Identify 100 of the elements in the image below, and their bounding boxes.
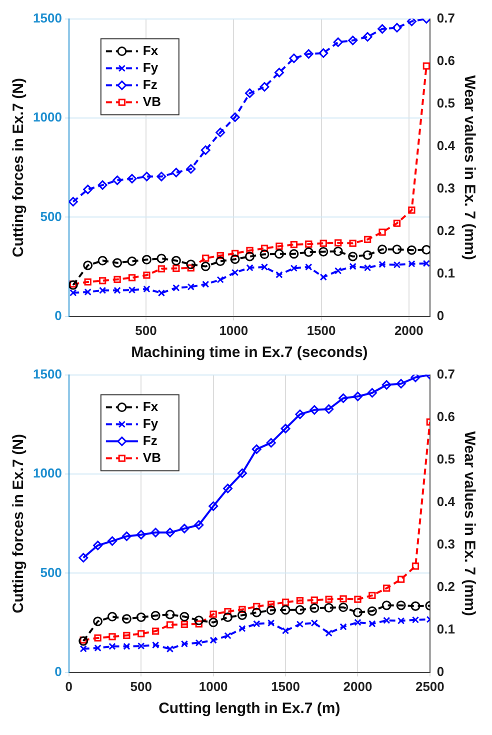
point xyxy=(333,246,343,256)
point xyxy=(274,68,284,78)
y-tick-label: 500 xyxy=(40,208,62,224)
point xyxy=(406,18,416,26)
y2-tick-label: 0.2 xyxy=(436,222,456,238)
point xyxy=(98,256,108,266)
point xyxy=(260,244,268,252)
point xyxy=(114,286,121,294)
point xyxy=(158,265,166,272)
point xyxy=(246,246,254,254)
point xyxy=(180,524,190,534)
point xyxy=(310,619,318,627)
point xyxy=(348,252,358,262)
point xyxy=(136,530,146,540)
y2-tick-label: 0.2 xyxy=(436,578,456,594)
point xyxy=(422,62,430,70)
point xyxy=(276,242,283,250)
point xyxy=(171,168,181,178)
point xyxy=(340,595,347,602)
point xyxy=(253,602,260,610)
point xyxy=(276,271,283,278)
point xyxy=(348,36,358,46)
point xyxy=(70,289,77,296)
point xyxy=(352,608,362,618)
point xyxy=(378,244,388,254)
point xyxy=(412,562,420,570)
point xyxy=(383,616,390,624)
x-axis-title: Cutting length in Ex.7 (m) xyxy=(158,700,340,718)
point xyxy=(367,388,377,398)
point xyxy=(392,22,402,32)
point xyxy=(186,164,196,174)
legend-label: Fx xyxy=(142,398,159,414)
point xyxy=(112,258,122,268)
point xyxy=(210,636,217,644)
point xyxy=(187,264,194,272)
x-tick-label: 0 xyxy=(65,678,73,694)
x-tick-label: 2000 xyxy=(343,678,372,694)
point xyxy=(93,616,103,626)
y-axis-title: Cutting forces in Ex.7 (N) xyxy=(10,78,28,258)
point xyxy=(224,632,232,640)
point xyxy=(158,289,166,297)
point xyxy=(422,260,430,268)
y-tick-label: 500 xyxy=(40,564,62,580)
point xyxy=(195,639,202,646)
legend-label: Fy xyxy=(142,416,159,431)
y2-tick-label: 0.6 xyxy=(436,52,456,68)
point xyxy=(68,196,78,206)
point xyxy=(93,540,103,550)
point xyxy=(180,640,188,648)
point xyxy=(408,260,416,268)
y-tick-label: 1500 xyxy=(33,366,62,382)
y2-tick-label: 0.4 xyxy=(436,138,456,153)
point xyxy=(156,172,166,182)
y2-tick-label: 0.3 xyxy=(436,180,456,196)
point xyxy=(296,620,304,628)
y2-tick-label: 0 xyxy=(436,308,444,323)
point xyxy=(187,283,194,290)
point xyxy=(166,645,174,653)
y2-tick-label: 0.5 xyxy=(436,451,456,466)
point xyxy=(171,256,181,266)
point xyxy=(107,536,117,546)
point xyxy=(325,630,332,637)
point xyxy=(364,264,372,272)
point xyxy=(94,634,102,642)
point xyxy=(84,278,92,286)
point xyxy=(194,616,204,626)
point xyxy=(266,606,276,616)
point xyxy=(180,620,188,628)
legend-label: Fz xyxy=(142,76,158,92)
legend-label: VB xyxy=(142,450,161,465)
point xyxy=(260,250,270,260)
point xyxy=(143,285,150,293)
point xyxy=(383,584,390,592)
y-axis-title: Cutting forces in Ex.7 (N) xyxy=(10,434,28,614)
point xyxy=(334,267,342,274)
point xyxy=(412,616,420,624)
point xyxy=(98,277,106,284)
y2-tick-label: 0 xyxy=(436,664,444,679)
point xyxy=(333,37,343,47)
point xyxy=(320,240,327,247)
point xyxy=(392,244,402,254)
y2-tick-label: 0.1 xyxy=(436,265,456,280)
legend-label: VB xyxy=(142,94,161,109)
point xyxy=(136,612,146,622)
point xyxy=(127,256,137,266)
point xyxy=(245,252,255,262)
point xyxy=(408,206,416,214)
point xyxy=(223,484,233,494)
point xyxy=(195,620,202,628)
y-tick-label: 0 xyxy=(54,664,62,679)
point xyxy=(208,501,218,511)
point xyxy=(382,600,392,610)
point xyxy=(230,254,240,264)
point xyxy=(367,606,377,616)
point xyxy=(253,620,260,628)
point xyxy=(296,596,304,604)
point xyxy=(378,260,386,268)
y2-tick-label: 0.4 xyxy=(436,494,456,509)
y2-tick-label: 0.1 xyxy=(436,621,456,636)
point xyxy=(112,176,122,186)
